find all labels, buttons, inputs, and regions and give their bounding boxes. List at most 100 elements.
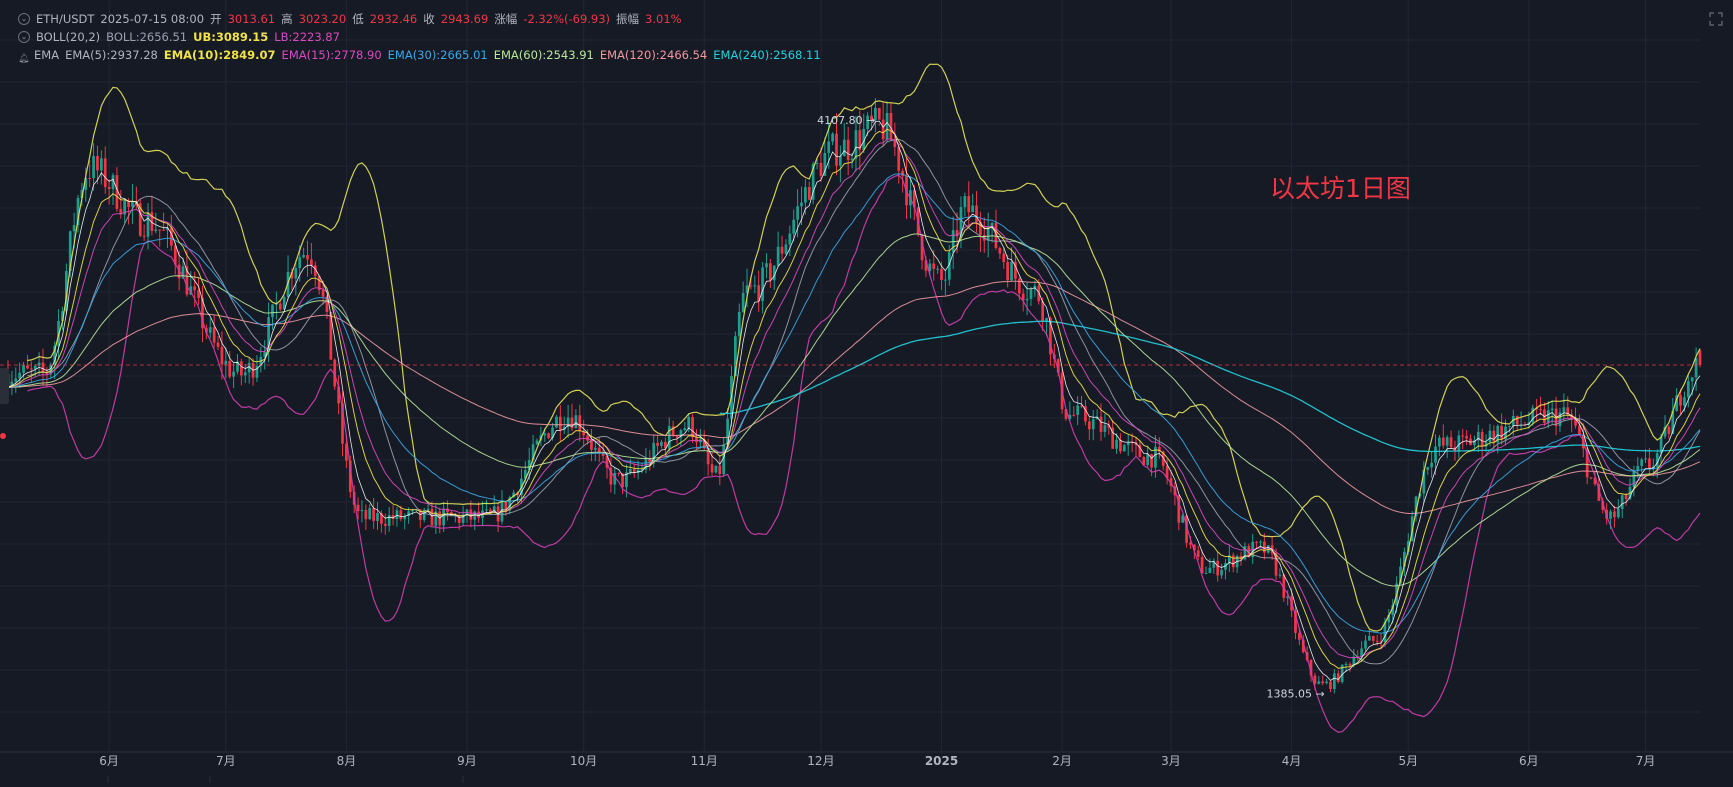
candle-body <box>411 510 414 512</box>
grid-lines <box>0 0 1700 752</box>
candle-body <box>1165 465 1169 479</box>
collapse-icon[interactable]: ⌄ <box>18 31 30 43</box>
candle-body <box>426 508 430 510</box>
candle-body <box>76 198 80 226</box>
candle-body <box>1150 454 1153 468</box>
candle-body <box>648 457 652 464</box>
boll-row: ⌄ BOLL(20,2) BOLL:2656.51 UB:3089.15 LB:… <box>18 28 821 46</box>
candle-body <box>446 508 449 513</box>
candle-body <box>1473 440 1476 445</box>
candle-body <box>652 442 656 464</box>
candle-body <box>722 444 726 475</box>
candle-body <box>1212 560 1216 568</box>
candle-body <box>784 244 788 254</box>
high-label: 高 <box>281 12 293 26</box>
candle-body <box>1263 541 1266 553</box>
candle-body <box>769 263 772 281</box>
candle-body <box>1336 673 1340 682</box>
candle-body <box>325 296 329 312</box>
candle-body <box>947 252 951 280</box>
candle-body <box>1414 496 1418 517</box>
candle-body <box>310 259 313 266</box>
candle-body <box>597 447 601 453</box>
symbol-label[interactable]: ETH/USDT <box>36 12 95 26</box>
candle-body <box>88 177 92 179</box>
candle-body <box>111 175 115 190</box>
candle-body <box>96 156 99 171</box>
ohlc-row: ⌄ ETH/USDT 2025-07-15 08:00 开 3013.61 高 … <box>18 10 821 28</box>
candle-body <box>185 266 189 295</box>
candle-body <box>823 153 827 176</box>
candle-body <box>1309 660 1313 676</box>
candle-body <box>1613 511 1616 518</box>
candle-body <box>10 381 14 388</box>
candle-body <box>224 360 228 365</box>
candle-body <box>1029 289 1033 299</box>
candle-body <box>1321 681 1325 684</box>
candle-body <box>1686 381 1690 398</box>
candle-body <box>1515 415 1519 425</box>
candle-body <box>26 365 29 369</box>
candle-body <box>1480 431 1484 447</box>
candle-body <box>632 469 636 473</box>
candle-body <box>150 212 154 232</box>
candle-body <box>220 346 224 365</box>
candle-body <box>1546 410 1550 424</box>
candle-body <box>741 293 745 312</box>
candle-body <box>1368 636 1371 641</box>
candle-body <box>788 233 792 245</box>
candle-body <box>434 511 438 526</box>
candle-body <box>885 112 889 140</box>
ema15-value: EMA(15):2778.90 <box>281 48 382 62</box>
candle-body <box>407 511 410 517</box>
candle-body <box>761 267 764 301</box>
sidebar-toggle-handle[interactable] <box>0 368 9 404</box>
bell-icon[interactable]: 🔔︎ <box>18 54 30 64</box>
candle-body <box>492 506 496 513</box>
x-axis-label-8: 2月 <box>1052 754 1072 768</box>
collapse-icon[interactable]: ⌄ <box>18 13 30 25</box>
candle-body <box>1640 459 1644 466</box>
candle-body <box>695 437 698 443</box>
candle-body <box>1364 640 1367 649</box>
candle-body <box>1169 478 1173 487</box>
candle-body <box>403 516 407 520</box>
candle-body <box>551 427 554 438</box>
candle-body <box>1122 445 1126 452</box>
candle-body <box>1313 675 1317 684</box>
candle-body <box>360 510 364 512</box>
fullscreen-icon[interactable] <box>1709 12 1723 26</box>
candle-body <box>558 416 562 430</box>
candle-body <box>1593 477 1597 485</box>
candle-body <box>329 311 333 360</box>
candle-body <box>1196 550 1200 557</box>
candle-body <box>1476 431 1480 441</box>
candle-body <box>936 268 939 270</box>
candle-body <box>376 512 379 522</box>
ema-name[interactable]: EMA <box>34 48 60 62</box>
candle-body <box>1391 605 1395 616</box>
candle-body <box>166 227 169 231</box>
ema-row: 🔔︎ EMA EMA(5):2937.28 EMA(10):2849.07 EM… <box>18 46 821 64</box>
candle-body <box>1185 515 1188 543</box>
candle-body <box>457 515 461 523</box>
x-axis-labels: 6月 7月 8月 9月 10月 11月 12月 2025 2月 3月 4月 5月 6月 7月 <box>99 754 1655 768</box>
candle-body <box>644 457 648 470</box>
candle-body <box>282 296 286 310</box>
candle-body <box>675 435 679 438</box>
candle-body <box>422 509 426 520</box>
boll-name[interactable]: BOLL(20,2) <box>36 30 101 44</box>
candle-body <box>1675 395 1679 411</box>
x-axis-label-11: 5月 <box>1398 754 1418 768</box>
x-axis-label-1: 7月 <box>216 754 236 768</box>
candle-body <box>714 465 718 473</box>
candle-body <box>146 212 150 237</box>
candle-body <box>1200 556 1204 574</box>
candle-body <box>582 431 586 436</box>
close-value: 2943.69 <box>440 12 489 26</box>
low-price-marker: 1385.05 → <box>1267 687 1325 700</box>
candle-body <box>625 472 628 488</box>
candle-body <box>64 270 68 312</box>
